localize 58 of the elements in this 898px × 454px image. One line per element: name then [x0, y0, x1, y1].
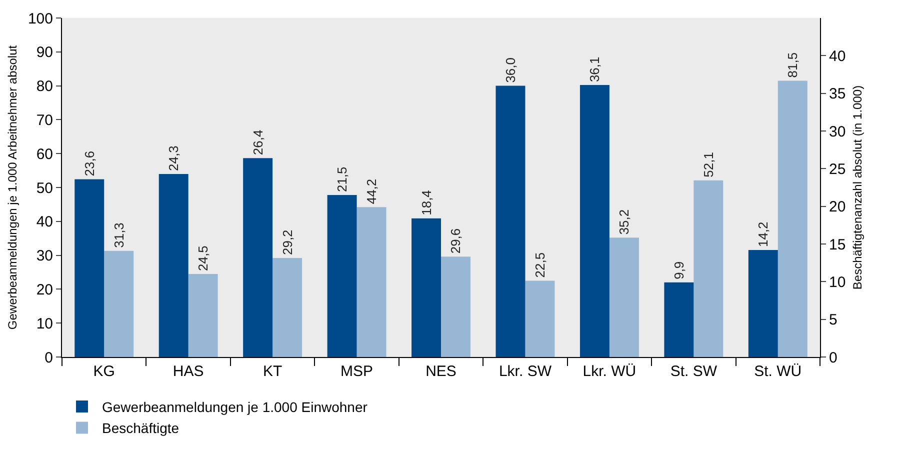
y2-tick-label: 10 — [829, 274, 846, 291]
data-label: 29,2 — [280, 230, 295, 256]
x-tick-label: KG — [93, 363, 115, 380]
x-tick-label: MSP — [340, 363, 374, 380]
bar — [778, 80, 808, 357]
x-tick-label: St. SW — [670, 363, 718, 380]
y-tick-label: 90 — [36, 44, 53, 62]
x-tick-label: St. WÜ — [754, 363, 802, 380]
y-axis-title: Gewerbeanmeldungen je 1.000 Arbeitnehmer absolut — [5, 44, 20, 330]
legend-label: Beschäftigte — [102, 420, 180, 436]
y2-tick-label: 15 — [829, 236, 846, 254]
y2-tick-label: 5 — [829, 312, 838, 329]
data-label: 31,3 — [111, 222, 126, 248]
data-label: 36,0 — [502, 57, 518, 83]
y2-tick-label: 35 — [829, 86, 846, 103]
y2-tick-label: 40 — [829, 48, 846, 65]
y2-tick-label: 30 — [829, 123, 846, 140]
data-label: 29,6 — [448, 228, 464, 254]
data-label: 52,1 — [700, 152, 716, 178]
bar — [158, 174, 188, 357]
y-tick-label: 60 — [36, 146, 53, 163]
data-label: 24,5 — [196, 246, 211, 271]
y-tick-label: 70 — [36, 112, 53, 129]
data-label: 44,2 — [364, 178, 380, 204]
data-label: 81,5 — [785, 52, 800, 78]
data-label: 22,5 — [532, 252, 548, 278]
x-tick-label: KT — [262, 363, 282, 380]
bar — [694, 180, 724, 357]
x-tick-label: Lkr. SW — [498, 363, 552, 380]
x-tick-label: NES — [426, 363, 456, 380]
data-label: 18,4 — [418, 190, 434, 216]
x-tick-label: Lkr. WÜ — [582, 363, 636, 380]
y-tick-label: 40 — [36, 214, 53, 231]
y-tick-label: 100 — [28, 10, 53, 28]
y-tick-label: 20 — [36, 281, 53, 298]
y2-tick-label: 0 — [829, 349, 838, 366]
y2-tick-label: 25 — [829, 160, 846, 178]
y-tick-label: 30 — [36, 248, 53, 265]
bar — [243, 158, 273, 357]
y-tick-label: 0 — [44, 349, 53, 366]
data-label: 23,6 — [82, 150, 97, 176]
data-label: 14,2 — [756, 222, 771, 248]
data-label: 9,9 — [671, 261, 686, 280]
data-label: 26,4 — [250, 130, 266, 156]
y2-tick-label: 20 — [829, 198, 846, 216]
bar — [496, 86, 526, 357]
x-tick-label: HAS — [172, 363, 204, 380]
y-tick-label: 10 — [36, 315, 53, 332]
data-label: 21,5 — [334, 166, 350, 192]
bar — [580, 85, 610, 357]
bar — [525, 280, 555, 357]
data-label: 35,2 — [616, 209, 632, 235]
legend-label: Gewerbeanmeldungen je 1.000 Einwohner — [102, 398, 368, 415]
y-tick-label: 50 — [36, 180, 53, 197]
data-label: 24,3 — [166, 146, 182, 171]
data-label: 36,1 — [587, 56, 602, 82]
y2-axis-title: Beschäftigtenanzahl absolut (in 1.000) — [850, 85, 865, 290]
y-tick-label: 80 — [36, 78, 53, 96]
